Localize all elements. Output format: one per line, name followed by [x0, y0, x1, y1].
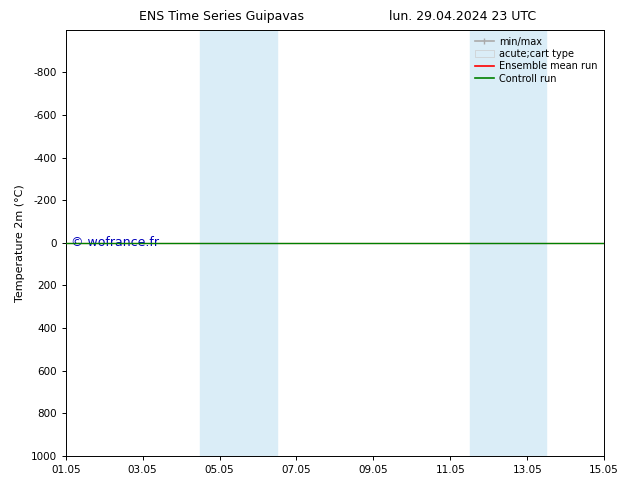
- Bar: [239, 30, 277, 456]
- Text: lun. 29.04.2024 23 UTC: lun. 29.04.2024 23 UTC: [389, 10, 536, 23]
- Y-axis label: Temperature 2m (°C): Temperature 2m (°C): [15, 184, 25, 302]
- Text: © wofrance.fr: © wofrance.fr: [71, 236, 159, 249]
- Text: ENS Time Series Guipavas: ENS Time Series Guipavas: [139, 10, 304, 23]
- Bar: [508, 30, 547, 456]
- Bar: [200, 30, 239, 456]
- Legend: min/max, acute;cart type, Ensemble mean run, Controll run: min/max, acute;cart type, Ensemble mean …: [472, 35, 599, 86]
- Bar: [470, 30, 508, 456]
